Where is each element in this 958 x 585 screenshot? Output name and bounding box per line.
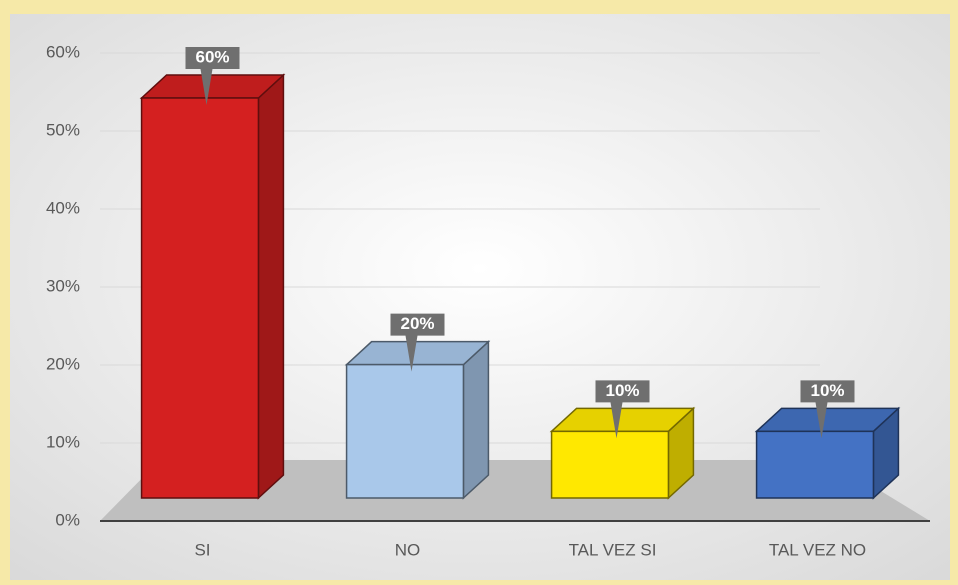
floor	[100, 460, 930, 521]
bar-front	[345, 363, 465, 499]
bar	[754, 406, 901, 500]
bar-side	[462, 339, 490, 500]
y-tick-label: 30%	[46, 276, 80, 295]
y-tick-label: 20%	[46, 354, 80, 373]
bar-top	[754, 407, 901, 433]
x-tick-label: TAL VEZ NO	[769, 540, 866, 559]
label-callout	[800, 380, 855, 439]
bar	[139, 73, 286, 500]
label-callout	[390, 313, 445, 372]
x-tick-label: SI	[194, 540, 210, 559]
y-tick-label: 0%	[55, 510, 80, 529]
bar	[549, 406, 696, 500]
data-label: 20%	[400, 314, 434, 333]
bar-side	[257, 73, 285, 500]
data-label: 60%	[195, 47, 229, 66]
x-tick-label: NO	[395, 540, 421, 559]
data-label: 10%	[605, 381, 639, 400]
y-tick-label: 50%	[46, 120, 80, 139]
bar-top	[344, 340, 491, 366]
bar-front	[755, 430, 875, 499]
x-tick-label: TAL VEZ SI	[569, 540, 657, 559]
label-callout	[595, 380, 650, 439]
y-tick-label: 40%	[46, 198, 80, 217]
bar	[344, 339, 491, 500]
bar-front	[550, 430, 670, 499]
bar-front	[140, 97, 260, 499]
label-callout	[185, 47, 240, 105]
y-tick-label: 10%	[46, 432, 80, 451]
bar-top	[139, 74, 286, 99]
y-tick-label: 60%	[46, 42, 80, 61]
bar-top	[549, 407, 696, 433]
data-label: 10%	[810, 381, 844, 400]
